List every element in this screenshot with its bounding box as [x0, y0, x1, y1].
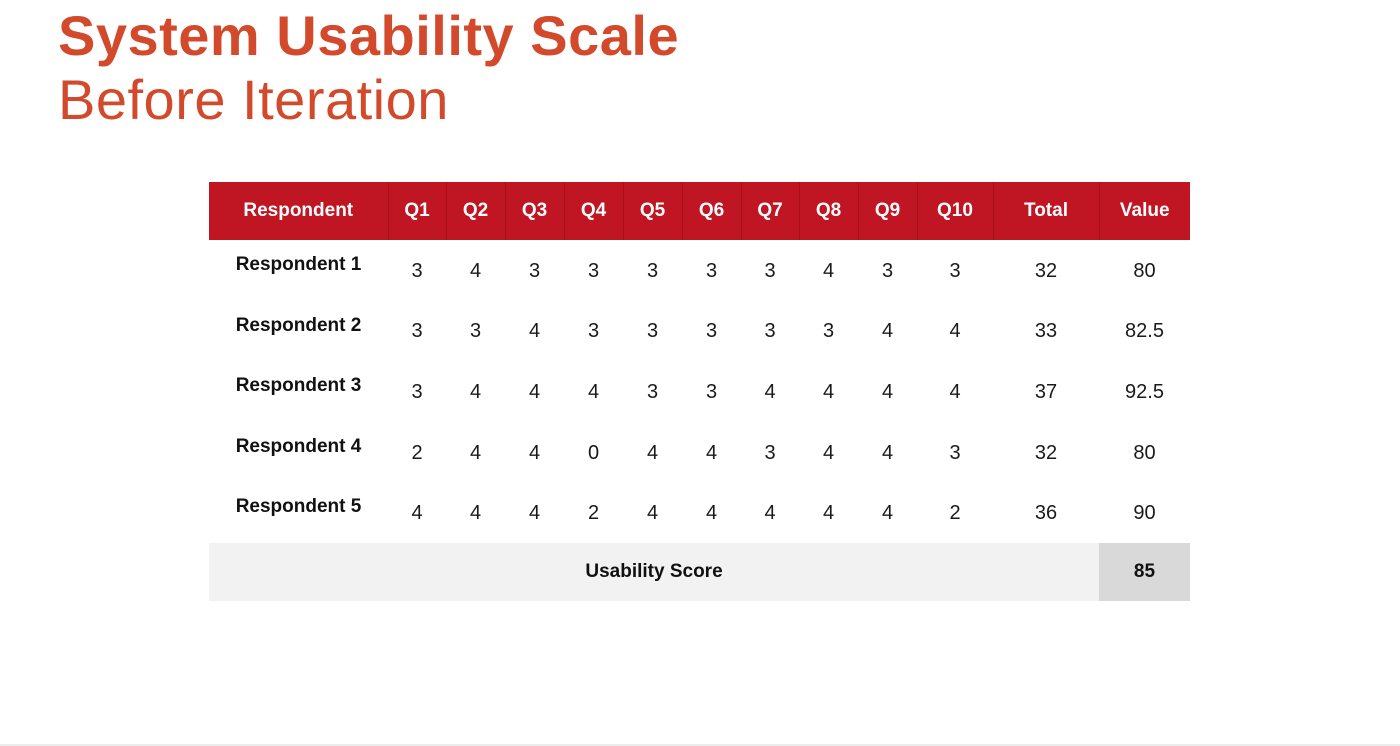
answer-cell: 4 [469, 259, 482, 282]
answer-cell: 4 [528, 380, 541, 403]
answer-cell: 4 [949, 380, 961, 403]
answer-cell: 3 [764, 441, 776, 464]
answer-cell: 4 [646, 502, 659, 525]
value-cell: 92.5 [1125, 380, 1164, 403]
answer-cell: 3 [646, 259, 659, 282]
answer-cell: 3 [587, 259, 600, 282]
sus-table: Respondent Q1 Q2 Q3 Q4 Q5 Q6 Q7 Q8 Q9 Q1… [209, 182, 1190, 601]
answer-cell: 3 [646, 380, 659, 403]
page-title: System Usability Scale [58, 4, 680, 67]
value-cell: 90 [1133, 502, 1156, 525]
answer-cell: 4 [881, 320, 894, 343]
answer-cell: 3 [705, 259, 718, 282]
table-row: Respondent 4 2 4 4 0 4 4 3 4 4 3 32 80 [209, 422, 1190, 483]
total-cell: 37 [1034, 380, 1058, 403]
header-q1: Q1 [387, 182, 446, 240]
header-q5: Q5 [622, 182, 682, 240]
answer-cell: 3 [587, 320, 600, 343]
table-row: Respondent 3 3 4 4 4 3 3 4 4 4 4 37 92.5 [209, 361, 1190, 422]
page-subtitle: Before Iteration [58, 68, 449, 131]
answer-cell: 4 [469, 502, 482, 525]
answer-cell: 3 [949, 441, 961, 464]
answer-cell: 4 [528, 502, 541, 525]
header-q9: Q9 [857, 182, 917, 240]
header-value: Value [1098, 182, 1190, 240]
respondent-name: Respondent 4 [235, 435, 362, 457]
table-row: Respondent 2 3 3 4 3 3 3 3 3 4 4 33 82.5 [209, 301, 1190, 362]
header-respondent: Respondent [209, 182, 388, 240]
total-cell: 33 [1034, 320, 1058, 343]
respondent-name: Respondent 5 [235, 496, 362, 518]
answer-cell: 3 [411, 380, 423, 403]
header-q7: Q7 [740, 182, 799, 240]
title-block: System Usability Scale Before Iteration [58, 4, 679, 132]
answer-cell: 4 [469, 441, 482, 464]
answer-cell: 4 [646, 441, 659, 464]
answer-cell: 3 [646, 320, 659, 343]
respondent-name: Respondent 3 [235, 375, 362, 397]
table-row: Respondent 1 3 4 3 3 3 3 3 4 3 3 32 80 [209, 240, 1190, 301]
answer-cell: 3 [705, 380, 718, 403]
answer-cell: 4 [587, 380, 600, 403]
answer-cell: 4 [881, 380, 894, 403]
value-cell: 82.5 [1125, 320, 1164, 343]
answer-cell: 4 [822, 502, 835, 525]
answer-cell: 4 [764, 502, 776, 525]
answer-cell: 3 [949, 259, 961, 282]
answer-cell: 4 [822, 259, 835, 282]
answer-cell: 4 [528, 320, 541, 343]
bottom-divider [0, 744, 1400, 746]
answer-cell: 3 [705, 320, 718, 343]
total-cell: 36 [1034, 502, 1058, 525]
total-cell: 32 [1034, 259, 1058, 282]
usability-score-row: Usability Score 85 [209, 542, 1190, 601]
answer-cell: 3 [764, 320, 776, 343]
answer-cell: 3 [764, 259, 776, 282]
answer-cell: 3 [411, 259, 423, 282]
usability-score-value: 85 [1099, 542, 1190, 601]
answer-cell: 4 [949, 320, 961, 343]
header-q3: Q3 [504, 182, 564, 240]
answer-cell: 4 [469, 380, 482, 403]
total-cell: 32 [1034, 441, 1058, 464]
answer-cell: 4 [881, 441, 894, 464]
header-q6: Q6 [681, 182, 741, 240]
header-q2: Q2 [445, 182, 505, 240]
table-header-row: Respondent Q1 Q2 Q3 Q4 Q5 Q6 Q7 Q8 Q9 Q1… [209, 182, 1190, 240]
answer-cell: 4 [528, 441, 541, 464]
respondent-name: Respondent 2 [235, 314, 362, 336]
answer-cell: 3 [822, 320, 835, 343]
value-cell: 80 [1133, 441, 1156, 464]
answer-cell: 2 [587, 502, 600, 525]
header-q4: Q4 [563, 182, 623, 240]
header-q8: Q8 [798, 182, 858, 240]
answer-cell: 3 [528, 259, 541, 282]
table-body: Respondent 1 3 4 3 3 3 3 3 4 3 3 32 80 R… [209, 240, 1190, 601]
header-total: Total [992, 182, 1099, 240]
value-cell: 80 [1133, 259, 1156, 282]
header-q10: Q10 [916, 182, 993, 240]
answer-cell: 2 [949, 502, 961, 525]
answer-cell: 0 [587, 441, 600, 464]
answer-cell: 4 [881, 502, 894, 525]
answer-cell: 2 [411, 441, 423, 464]
answer-cell: 3 [881, 259, 894, 282]
answer-cell: 3 [411, 320, 423, 343]
answer-cell: 4 [705, 441, 718, 464]
answer-cell: 4 [705, 502, 718, 525]
answer-cell: 4 [764, 380, 776, 403]
answer-cell: 3 [469, 320, 482, 343]
respondent-name: Respondent 1 [235, 254, 362, 275]
answer-cell: 4 [822, 441, 835, 464]
answer-cell: 4 [411, 502, 423, 525]
table-row: Respondent 5 4 4 4 2 4 4 4 4 4 2 36 90 [209, 482, 1190, 543]
answer-cell: 4 [822, 380, 835, 403]
usability-score-label: Usability Score [209, 542, 1099, 601]
